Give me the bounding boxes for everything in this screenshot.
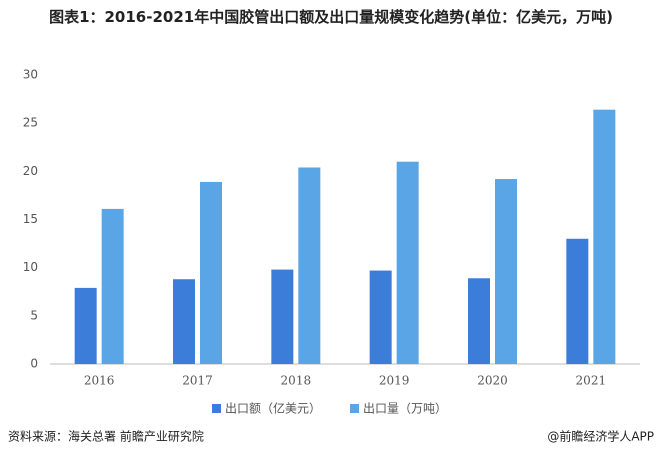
y-tick-label: 25 [23,116,38,130]
legend-label: 出口量（万吨） [363,402,447,416]
bar [74,287,97,364]
bar [200,181,222,364]
y-tick-label: 15 [23,212,38,226]
legend-label: 出口额（亿美元） [225,401,321,416]
bar [298,167,321,364]
y-tick-label: 10 [23,260,38,274]
bar [396,161,419,364]
x-tick-label: 2018 [281,374,312,388]
bar [173,279,195,364]
y-tick-label: 0 [30,357,38,371]
y-tick-label: 20 [23,164,38,178]
bar [271,269,294,364]
chart-title: 图表1：2016-2021年中国胶管出口额及出口量规模变化趋势(单位：亿美元，万… [49,8,613,26]
x-tick-label: 2016 [84,374,115,388]
bar [593,109,616,365]
bar [495,179,517,364]
y-tick-label: 30 [23,68,38,82]
bar [468,278,490,364]
x-tick-label: 2019 [379,374,410,388]
legend-swatch [350,404,359,413]
x-tick-label: 2020 [477,374,508,388]
x-tick-label: 2021 [576,374,607,388]
x-tick-label: 2017 [182,374,213,388]
credit: @前瞻经济学人APP [547,429,654,444]
bar [566,238,589,364]
legend-swatch [212,404,221,413]
y-tick-label: 5 [30,308,38,322]
source: 资料来源：海关总署 前瞻产业研究院 [8,429,204,444]
bar [101,208,124,364]
bar [369,270,392,364]
